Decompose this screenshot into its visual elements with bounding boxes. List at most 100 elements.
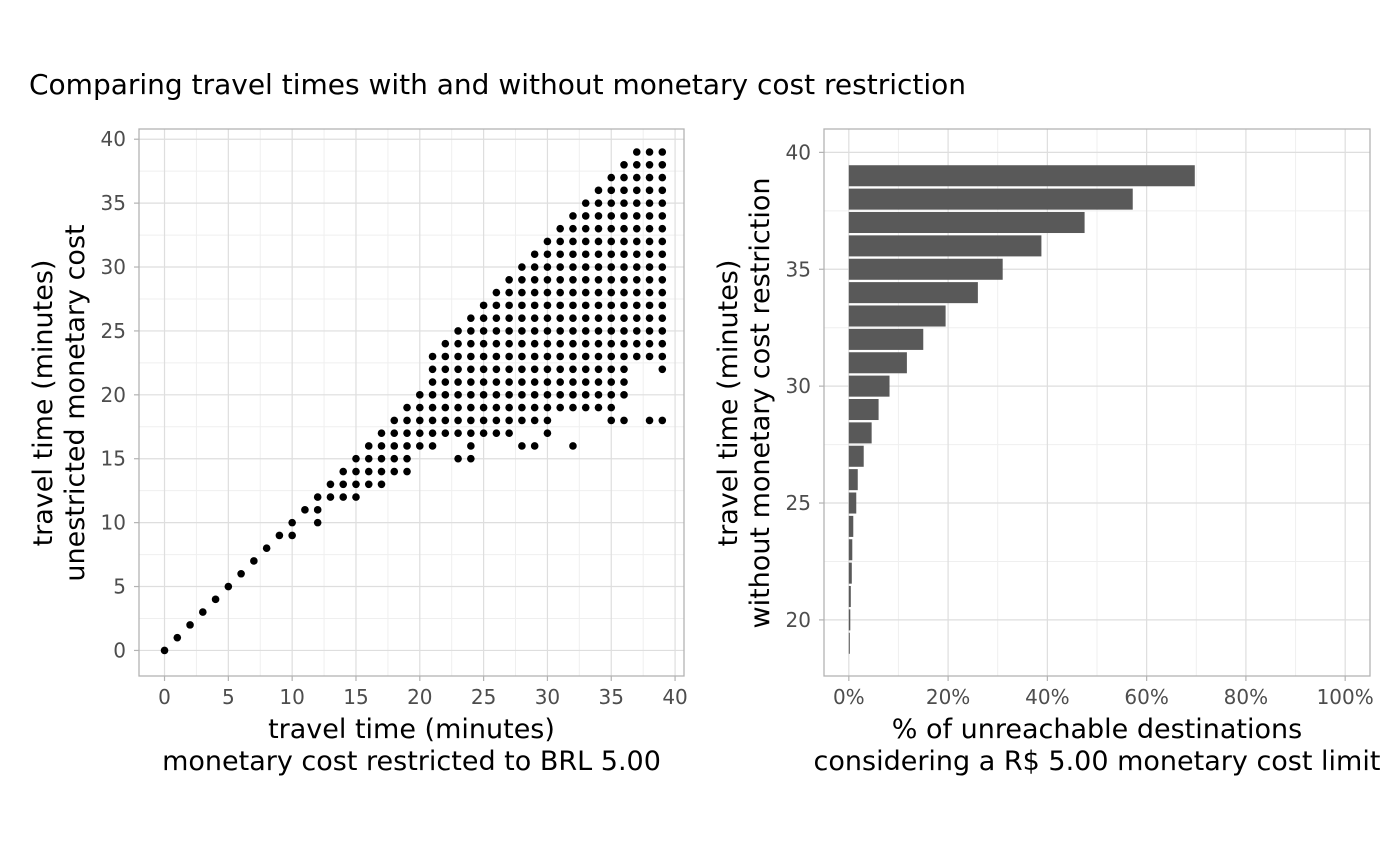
scatter-point — [313, 518, 322, 527]
bar-y-tick-label: 30 — [786, 374, 811, 398]
scatter-point — [518, 339, 526, 348]
scatter-point — [556, 276, 564, 284]
scatter-point — [581, 365, 590, 374]
scatter-point — [556, 263, 564, 271]
bar-x-tick-label: 40% — [1025, 685, 1069, 709]
scatter-panel-border — [138, 128, 685, 677]
scatter-point — [441, 403, 450, 412]
scatter-point — [454, 327, 462, 335]
bar — [848, 398, 879, 421]
scatter-point — [607, 276, 616, 284]
scatter-point — [632, 173, 641, 182]
scatter-point — [620, 365, 628, 374]
scatter-point — [492, 416, 501, 425]
scatter-point — [594, 250, 603, 259]
scatter-point — [479, 327, 488, 335]
scatter-point — [403, 442, 411, 450]
scatter-point — [594, 199, 603, 207]
scatter-y-tick-label: 15 — [101, 447, 126, 471]
scatter-point — [505, 288, 513, 297]
scatter-point — [543, 416, 552, 425]
bar — [848, 492, 857, 514]
scatter-point — [518, 352, 526, 361]
scatter-point — [428, 403, 437, 412]
bar — [848, 352, 907, 374]
scatter-point — [645, 301, 654, 310]
scatter-point — [288, 518, 296, 527]
scatter-point — [658, 314, 667, 322]
scatter-point — [607, 352, 616, 361]
scatter-point — [530, 416, 539, 425]
scatter-point — [441, 339, 450, 348]
scatter-point — [645, 327, 654, 335]
scatter-point — [594, 365, 603, 374]
scatter-point — [543, 327, 552, 335]
scatter-point — [415, 391, 424, 399]
scatter-x-title-line2: monetary cost restricted to BRL 5.00 — [162, 746, 661, 777]
scatter-point — [607, 250, 616, 259]
scatter-point — [658, 327, 667, 335]
scatter-point — [607, 314, 616, 322]
scatter-point — [377, 467, 386, 476]
scatter-point — [199, 608, 207, 616]
scatter-point — [645, 224, 654, 233]
scatter-point — [301, 506, 309, 514]
scatter-point — [543, 276, 552, 284]
scatter-ticks — [134, 138, 676, 681]
scatter-point — [492, 352, 501, 361]
scatter-point — [505, 378, 513, 386]
scatter-point — [607, 263, 616, 271]
scatter-point — [454, 365, 462, 374]
scatter-point — [607, 212, 616, 220]
scatter-point — [581, 263, 590, 271]
scatter-point — [428, 442, 437, 450]
scatter-point — [518, 276, 526, 284]
scatter-point — [569, 224, 577, 233]
scatter-x-tick-label: 15 — [343, 685, 368, 709]
scatter-point — [556, 301, 564, 310]
bar — [848, 165, 1195, 187]
bar-y-tick-label: 25 — [786, 491, 811, 515]
scatter-point — [530, 352, 539, 361]
scatter-point — [505, 276, 513, 284]
bar-y-title-line2: without monetary cost restriction — [745, 178, 776, 629]
scatter-point — [632, 339, 641, 348]
scatter-point — [658, 263, 667, 271]
bar — [848, 235, 1042, 257]
scatter-point — [632, 327, 641, 335]
scatter-point — [658, 224, 667, 233]
scatter-point — [569, 327, 577, 335]
scatter-point — [467, 403, 475, 412]
scatter-point — [569, 391, 577, 399]
scatter-point — [543, 250, 552, 259]
scatter-point — [594, 237, 603, 246]
scatter-point — [441, 416, 450, 425]
bar — [848, 211, 1085, 234]
bar-x-tick-label: 60% — [1124, 685, 1168, 709]
scatter-x-tick-label: 25 — [471, 685, 496, 709]
scatter-point — [454, 391, 462, 399]
scatter-point — [569, 365, 577, 374]
bar-y-tick-label: 20 — [786, 608, 811, 632]
scatter-x-tick-label: 20 — [407, 685, 432, 709]
scatter-point — [467, 442, 475, 450]
scatter-point — [607, 365, 616, 374]
scatter-point — [594, 327, 603, 335]
scatter-point — [594, 391, 603, 399]
scatter-point — [403, 403, 411, 412]
scatter-point — [569, 339, 577, 348]
scatter-point — [556, 378, 564, 386]
scatter-point — [658, 173, 667, 182]
scatter-point — [467, 327, 475, 335]
bar-y-tick-label: 35 — [786, 257, 811, 281]
scatter-point — [505, 429, 513, 437]
scatter-points — [160, 148, 667, 655]
scatter-point — [658, 186, 667, 195]
bar — [848, 258, 1003, 280]
scatter-point — [569, 212, 577, 220]
scatter-point — [454, 403, 462, 412]
scatter-grid — [139, 129, 684, 676]
scatter-point — [594, 288, 603, 297]
